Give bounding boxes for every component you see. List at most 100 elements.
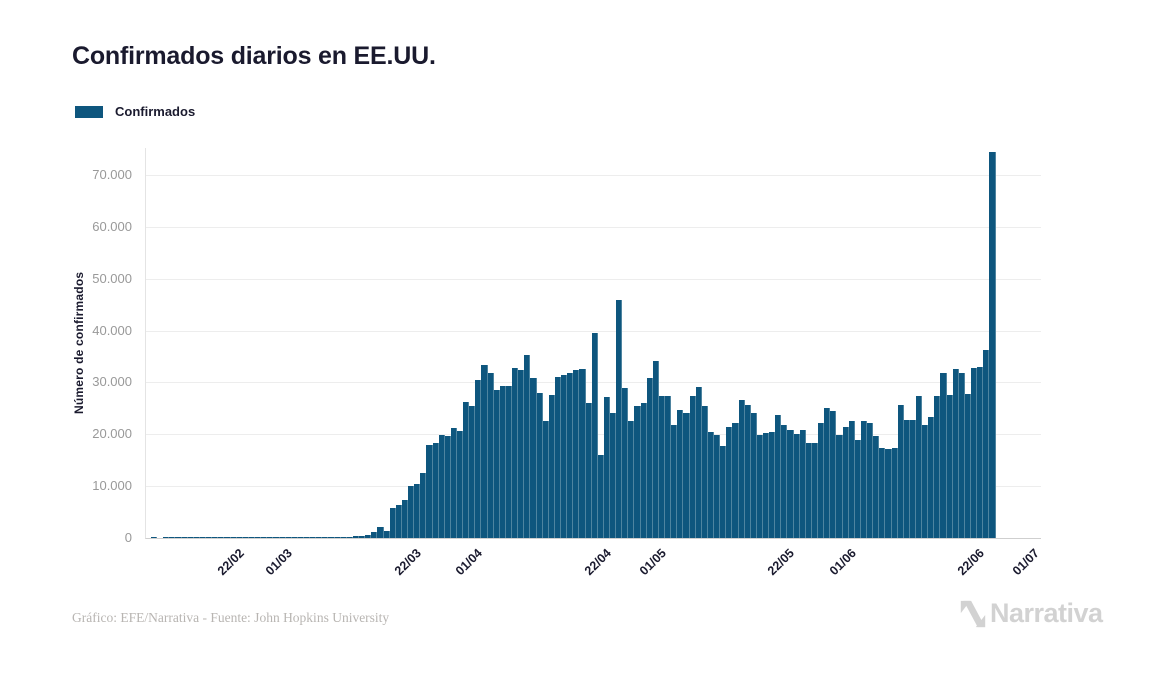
bar-12/03 <box>340 536 347 538</box>
y-tick-label: 30.000 <box>92 374 132 390</box>
bar-03/05 <box>658 395 666 538</box>
bar-09/04 <box>512 367 519 538</box>
bar-02/03 <box>279 537 286 538</box>
chart-title: Confirmados diarios en EE.UU. <box>72 42 436 70</box>
bar-21/06 <box>958 372 965 538</box>
bar-07/03 <box>310 537 317 538</box>
x-tick-label-01-06: 01/06 <box>826 546 859 579</box>
legend-swatch-confirmados <box>75 105 103 118</box>
bar-20/05 <box>763 433 770 538</box>
y-tick-label: 70.000 <box>92 166 132 182</box>
bar-11/06 <box>897 404 904 538</box>
bar-16/04 <box>554 376 562 538</box>
plot-area <box>145 148 1041 539</box>
bar-29/04 <box>634 406 641 538</box>
bar-29/05 <box>818 423 825 538</box>
bar-15/06 <box>922 424 929 538</box>
bar-10/02 <box>151 537 158 538</box>
x-tick-label-22-02: 22/02 <box>214 546 247 579</box>
bar-03/06 <box>848 421 855 538</box>
x-tick-label-01-05: 01/05 <box>636 546 669 579</box>
bar-19/04 <box>573 369 580 538</box>
bar-08/05 <box>689 396 696 538</box>
bar-21/05 <box>769 431 776 538</box>
bar-19/06 <box>946 394 953 538</box>
bar-04/06 <box>854 439 861 538</box>
bar-15/05 <box>732 423 739 538</box>
bar-19/03 <box>383 531 390 538</box>
bar-15/02 <box>181 537 188 538</box>
bar-13/06 <box>909 419 916 538</box>
y-tick-label: 40.000 <box>92 322 132 338</box>
bar-10/04 <box>518 369 525 538</box>
bar-20/06 <box>952 368 959 538</box>
bar-19/05 <box>756 434 763 538</box>
bar-07/05 <box>683 412 690 538</box>
bar-02/05 <box>652 360 659 538</box>
bar-06/05 <box>677 409 684 538</box>
y-tick-label: 50.000 <box>92 270 132 286</box>
bar-27/04 <box>622 388 629 538</box>
bar-17/06 <box>934 396 941 538</box>
bar-13/03 <box>346 536 353 538</box>
bar-22/04 <box>591 333 598 538</box>
bar-01/05 <box>646 378 653 538</box>
bar-12/06 <box>903 419 910 538</box>
bar-25/03 <box>420 473 427 538</box>
bar-09/03 <box>322 537 329 538</box>
bar-20/02 <box>212 537 219 538</box>
bar-18/05 <box>750 413 757 538</box>
bar-30/05 <box>824 408 831 538</box>
bar-17/04 <box>561 374 568 538</box>
gridline <box>146 226 1041 228</box>
bar-19/02 <box>206 537 213 538</box>
bar-01/03 <box>273 537 280 538</box>
bar-22/06 <box>964 393 972 538</box>
bar-08/06 <box>879 448 886 538</box>
x-tick-label-22-05: 22/05 <box>765 546 798 579</box>
bar-16/02 <box>187 537 194 538</box>
x-tick-label-01-04: 01/04 <box>453 546 486 579</box>
bar-31/03 <box>457 431 464 538</box>
x-tick-label-01-07: 01/07 <box>1009 546 1042 579</box>
bar-18/06 <box>940 372 947 538</box>
bar-23/02 <box>230 537 237 538</box>
bar-24/06 <box>977 367 984 538</box>
bar-03/03 <box>285 537 292 538</box>
legend: Confirmados <box>75 104 195 119</box>
bar-31/05 <box>830 411 837 538</box>
bar-18/04 <box>567 373 574 538</box>
bar-21/02 <box>218 537 225 538</box>
gridline <box>146 278 1041 280</box>
bar-13/02 <box>169 537 176 538</box>
gridline <box>146 174 1041 176</box>
bar-14/04 <box>542 421 549 538</box>
bar-08/04 <box>505 386 513 538</box>
narrativa-watermark-text: Narrativa <box>990 598 1103 628</box>
bar-24/05 <box>787 429 794 538</box>
y-tick-label: 20.000 <box>92 426 132 442</box>
bar-08/03 <box>316 537 323 538</box>
bar-22/02 <box>224 537 231 538</box>
bar-20/03 <box>389 508 396 538</box>
bar-05/06 <box>860 421 868 538</box>
bar-13/04 <box>536 393 543 538</box>
bar-06/06 <box>867 423 874 538</box>
bar-02/06 <box>842 426 849 538</box>
bar-22/03 <box>401 500 409 538</box>
narrativa-logo-icon <box>960 600 986 627</box>
gridline <box>146 330 1041 332</box>
bar-14/05 <box>726 426 733 538</box>
bar-17/02 <box>193 537 200 538</box>
bar-13/05 <box>720 445 727 538</box>
bar-20/04 <box>579 368 586 538</box>
x-tick-label-22-03: 22/03 <box>391 546 424 579</box>
bar-16/03 <box>365 535 372 538</box>
bar-25/04 <box>610 412 617 538</box>
bar-17/03 <box>371 532 378 538</box>
bar-26/05 <box>799 429 806 538</box>
bar-26/06 <box>989 152 996 538</box>
bar-28/04 <box>628 421 635 538</box>
bar-28/02 <box>261 537 268 538</box>
bar-23/04 <box>597 455 604 538</box>
